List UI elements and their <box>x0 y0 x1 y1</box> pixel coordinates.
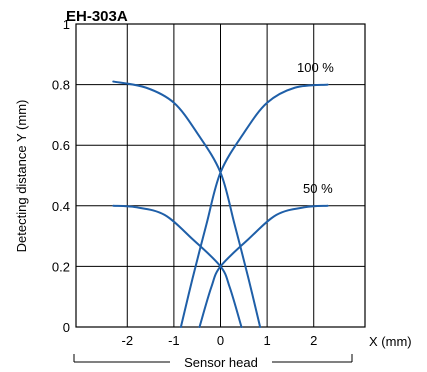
y-tick-label: 0.8 <box>52 78 70 93</box>
y-axis-label: Detecting distance Y (mm) <box>14 100 29 253</box>
y-tick-label: 0.2 <box>52 259 70 274</box>
series-line-2 <box>112 204 243 328</box>
x-axis-label: X (mm) <box>369 334 412 349</box>
x-tick-label: -1 <box>168 333 180 348</box>
series-line-3 <box>198 204 329 328</box>
y-tick-label: 0 <box>63 320 70 335</box>
tick-labels: -2 -1 0 1 2 0 0.2 0.4 0.6 0.8 1 <box>52 17 317 348</box>
y-tick-label: 0.4 <box>52 199 70 214</box>
annotation-100-percent: 100 % <box>297 60 334 75</box>
x-tick-label: 0 <box>217 333 224 348</box>
y-tick-label: 0.6 <box>52 138 70 153</box>
plot-frame <box>75 23 366 328</box>
chart-title: EH-303A <box>66 8 128 25</box>
y-tick-label: 1 <box>63 17 70 32</box>
annotation-50-percent: 50 % <box>303 181 333 196</box>
series-line-1 <box>179 83 329 328</box>
series-lines <box>112 80 329 328</box>
x-tick-label: -2 <box>121 333 133 348</box>
sensor-head-label: Sensor head <box>184 355 258 370</box>
x-tick-label: 2 <box>310 333 317 348</box>
series-line-0 <box>112 80 262 328</box>
x-tick-label: 1 <box>263 333 270 348</box>
sensor-head-bracket <box>73 354 353 363</box>
